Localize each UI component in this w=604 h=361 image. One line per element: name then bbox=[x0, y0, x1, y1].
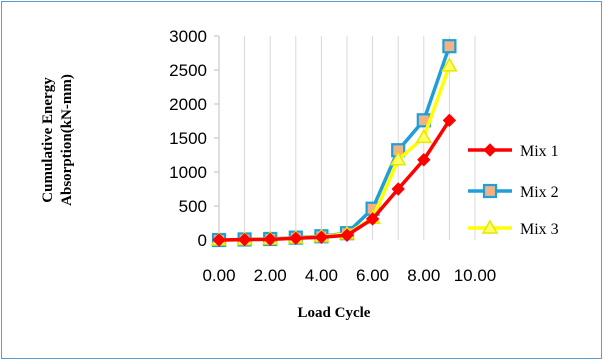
y-tick-label: 3000 bbox=[169, 27, 207, 46]
data-point-mix-3 bbox=[389, 151, 407, 166]
data-point-mix-2 bbox=[442, 39, 457, 54]
y-tick-label: 0 bbox=[198, 231, 207, 250]
data-point-mix-3 bbox=[441, 57, 458, 72]
data-point-mix-1 bbox=[417, 153, 431, 167]
y-tick-label: 2000 bbox=[169, 95, 207, 114]
data-point-mix-1 bbox=[442, 113, 457, 128]
data-point-mix-3 bbox=[415, 128, 433, 144]
y-axis-title-line-2: Absorption(kN-mm) bbox=[59, 74, 75, 206]
data-point-mix-1 bbox=[212, 233, 226, 247]
data-point-mix-1 bbox=[340, 228, 354, 242]
data-point-mix-1 bbox=[314, 230, 329, 244]
data-point-mix-1 bbox=[263, 232, 277, 247]
series-line-mix-1 bbox=[218, 119, 451, 242]
y-tick-labels: 0 500 1000 1500 2000 2500 3000 bbox=[169, 27, 207, 250]
y-tick-label: 2500 bbox=[169, 61, 207, 80]
y-tick-label: 1500 bbox=[169, 129, 207, 148]
legend: Mix 1 Mix 2 Mix 3 bbox=[468, 143, 559, 238]
y-axis-title: Cumulative Energy Absorption(kN-mm) bbox=[40, 74, 75, 206]
legend-swatch-marker bbox=[483, 143, 497, 157]
x-tick-labels: 0.00 2.00 4.00 6.00 8.00 10.00 bbox=[202, 266, 496, 285]
y-tick-label: 1000 bbox=[169, 163, 207, 182]
x-tick-label: 8.00 bbox=[407, 266, 440, 285]
x-tick-label: 6.00 bbox=[356, 266, 389, 285]
series-lines bbox=[210, 39, 458, 248]
x-tick-label: 10.00 bbox=[454, 266, 497, 285]
x-tick-label: 2.00 bbox=[254, 266, 287, 285]
y-tick-label: 500 bbox=[179, 197, 207, 216]
series-line-mix-3 bbox=[218, 65, 452, 242]
data-point-mix-1 bbox=[289, 231, 303, 246]
legend-swatch-marker bbox=[482, 183, 498, 199]
legend-label: Mix 3 bbox=[520, 221, 559, 238]
x-tick-label: 4.00 bbox=[305, 266, 338, 285]
data-point-mix-1 bbox=[237, 232, 252, 247]
x-tick-label: 0.00 bbox=[202, 266, 235, 285]
x-axis-title: Load Cycle bbox=[298, 305, 371, 321]
data-point-mix-1 bbox=[365, 212, 380, 226]
legend-label: Mix 2 bbox=[520, 184, 559, 201]
data-point-mix-1 bbox=[391, 182, 405, 196]
legend-label: Mix 1 bbox=[520, 143, 559, 160]
y-axis-title-line-1: Cumulative Energy bbox=[40, 77, 56, 203]
legend-swatch-marker bbox=[481, 219, 499, 234]
axes bbox=[214, 35, 220, 241]
